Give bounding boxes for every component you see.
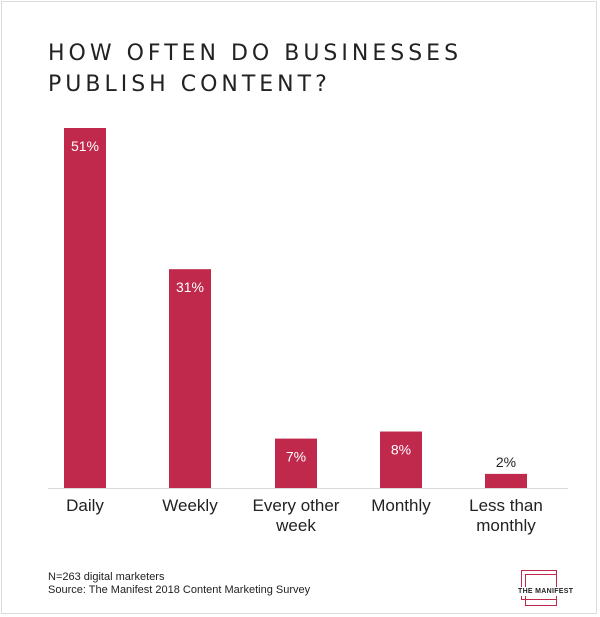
x-tick-label: Daily [66,496,104,515]
x-tick-label: Less than [469,496,543,515]
x-tick-label: week [275,516,316,535]
the-manifest-logo: THE MANIFEST [517,570,575,608]
bar-value-label: 8% [391,442,411,458]
x-tick-label: Every other [253,496,340,515]
bar [485,473,527,488]
bar [64,128,106,488]
bar [275,438,317,488]
bar-value-label: 7% [286,449,306,465]
logo-wordmark: THE MANIFEST [517,587,575,596]
sample-size-note: N=263 digital marketers [48,571,165,583]
x-tick-label: Monthly [371,496,431,515]
bar-value-label: 2% [496,454,516,470]
bar-value-label: 31% [176,279,204,295]
bar [169,269,211,488]
source-note: Source: The Manifest 2018 Content Market… [48,584,311,596]
chart-title: HOW OFTEN DO BUSINESSES PUBLISH CONTENT? [48,41,463,97]
chart-footnote: N=263 digital marketers Source: The Mani… [48,571,310,597]
bar [380,431,422,488]
x-tick-label: Weekly [162,496,218,515]
x-tick-label: monthly [476,516,536,535]
bar-value-label: 51% [71,138,99,154]
